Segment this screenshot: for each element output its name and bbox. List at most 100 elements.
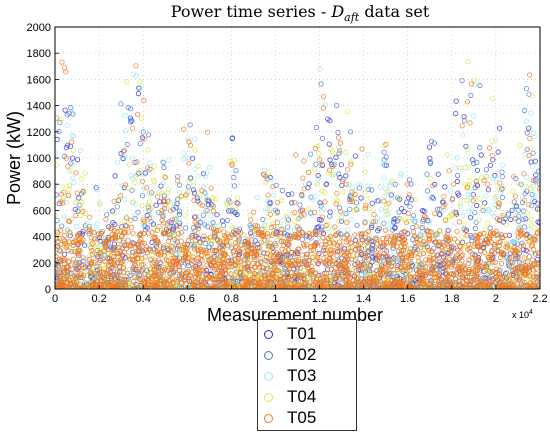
data-point xyxy=(203,267,210,274)
data-point xyxy=(466,164,472,170)
x-tick-label: 1.6 xyxy=(400,293,415,305)
legend: T01 T02 T03 T04 T05 xyxy=(257,319,357,431)
data-point xyxy=(319,161,325,167)
data-point xyxy=(334,272,340,278)
data-point xyxy=(62,256,68,262)
data-point xyxy=(340,265,346,271)
data-point xyxy=(336,218,342,224)
data-point xyxy=(135,209,141,215)
data-point xyxy=(136,232,142,238)
data-point xyxy=(368,238,374,244)
data-point xyxy=(442,184,448,190)
data-point xyxy=(340,284,346,289)
data-point xyxy=(453,98,459,104)
data-point xyxy=(388,263,394,270)
data-point xyxy=(494,276,501,283)
data-point xyxy=(375,228,381,234)
data-point xyxy=(58,117,64,123)
data-point xyxy=(337,262,344,268)
data-point xyxy=(478,152,484,158)
y-tick-label: 2000 xyxy=(27,22,51,34)
data-point xyxy=(405,252,411,258)
data-point xyxy=(67,280,74,286)
data-point xyxy=(455,190,461,196)
data-point xyxy=(424,188,431,194)
data-point xyxy=(279,285,285,289)
data-point xyxy=(376,223,382,229)
data-point xyxy=(238,230,244,236)
data-point xyxy=(499,194,505,200)
data-point xyxy=(330,258,336,264)
data-point xyxy=(126,242,132,248)
data-point xyxy=(527,275,533,281)
data-point xyxy=(413,250,419,256)
data-point xyxy=(245,280,251,286)
data-point xyxy=(432,271,438,277)
data-point xyxy=(468,207,475,213)
chart-title-suffix: data set xyxy=(359,2,430,21)
data-point xyxy=(432,239,438,245)
data-point xyxy=(532,237,539,243)
data-point xyxy=(376,246,382,252)
data-point xyxy=(284,220,291,226)
data-point xyxy=(170,255,176,261)
data-point xyxy=(124,79,130,85)
data-point xyxy=(305,206,311,212)
data-point xyxy=(152,234,158,240)
data-point xyxy=(273,243,279,249)
data-point xyxy=(60,183,66,189)
data-point xyxy=(83,256,89,262)
data-point xyxy=(125,238,131,244)
data-point xyxy=(405,210,412,216)
data-point xyxy=(248,230,254,236)
data-point xyxy=(57,248,64,254)
data-point xyxy=(387,183,393,189)
data-point xyxy=(435,252,441,258)
data-point xyxy=(72,200,78,206)
data-point xyxy=(88,282,94,289)
data-point xyxy=(501,250,507,256)
data-point xyxy=(119,233,125,239)
x-tick-label: 0.2 xyxy=(91,293,106,305)
data-point xyxy=(472,253,478,259)
data-point xyxy=(282,279,288,285)
data-point xyxy=(428,285,434,289)
data-point xyxy=(347,159,354,165)
data-point xyxy=(58,269,64,276)
data-point xyxy=(229,162,235,168)
data-point xyxy=(274,200,280,206)
data-point xyxy=(183,253,189,260)
data-point xyxy=(467,178,473,184)
data-point xyxy=(493,269,499,275)
data-point xyxy=(130,71,136,77)
data-point xyxy=(471,243,477,249)
data-point xyxy=(252,222,259,228)
data-point xyxy=(81,190,87,196)
data-point xyxy=(87,214,93,220)
data-point xyxy=(55,162,59,168)
data-point xyxy=(345,249,351,255)
data-point xyxy=(68,106,75,112)
data-point xyxy=(274,219,280,225)
data-point xyxy=(412,196,418,202)
data-point xyxy=(115,284,121,289)
data-point xyxy=(126,253,132,259)
data-point xyxy=(307,151,314,157)
data-point xyxy=(526,239,532,245)
data-point xyxy=(528,110,534,116)
data-point xyxy=(178,271,184,277)
data-point xyxy=(246,242,252,248)
data-point xyxy=(235,254,241,260)
data-point xyxy=(384,188,390,194)
data-point xyxy=(376,251,382,257)
data-point xyxy=(260,216,266,222)
data-point xyxy=(149,205,155,211)
data-point xyxy=(141,172,147,178)
data-point xyxy=(367,279,373,286)
data-point xyxy=(346,273,352,279)
data-point xyxy=(522,272,529,278)
y-tick-label: 600 xyxy=(33,205,51,217)
data-point xyxy=(267,211,274,217)
data-point xyxy=(536,275,540,281)
data-point xyxy=(498,260,505,267)
